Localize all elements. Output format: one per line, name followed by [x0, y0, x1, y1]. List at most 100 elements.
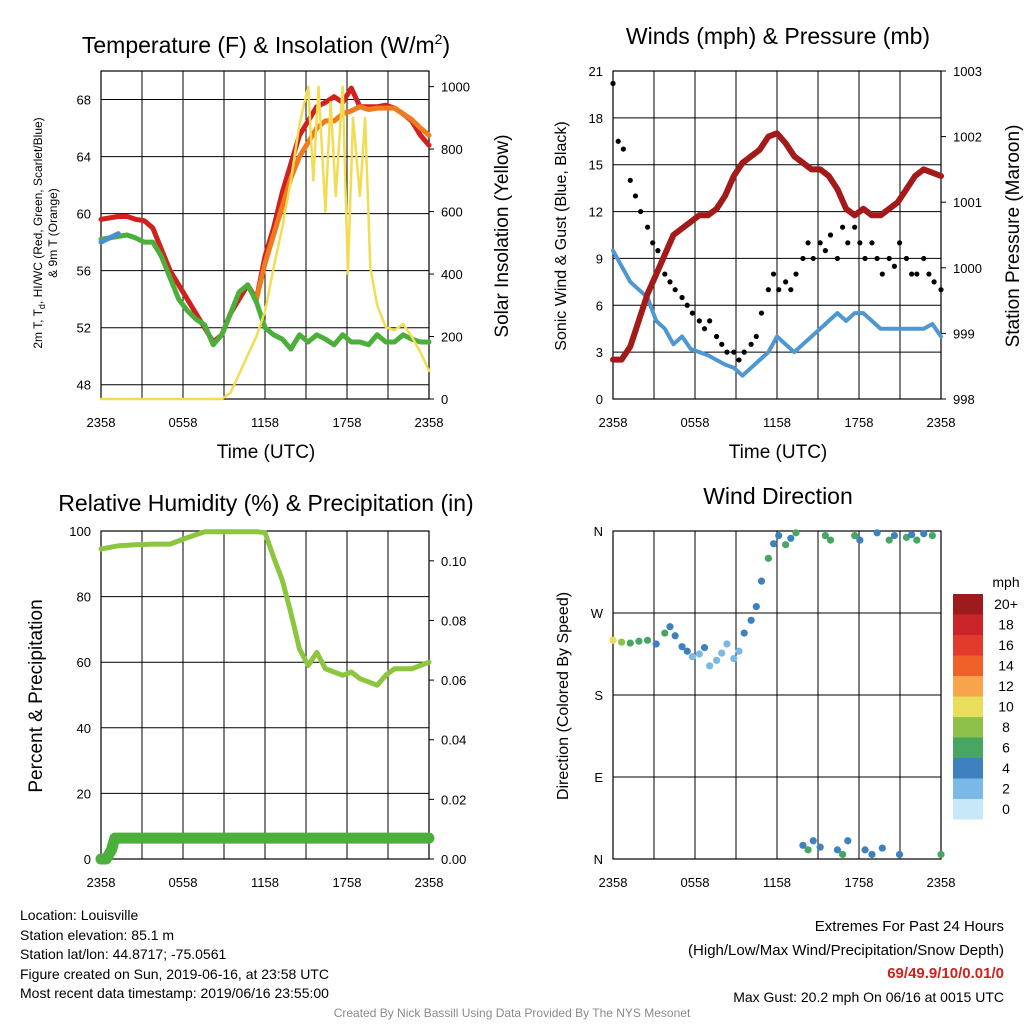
rh-y2tick: 0.00 — [441, 852, 466, 867]
gust-point — [724, 349, 730, 355]
wind-series-pressure — [610, 130, 944, 363]
gust-point — [921, 255, 927, 262]
gust-point — [662, 271, 668, 277]
wind-ytick: 9 — [596, 251, 603, 266]
wind-xlabel: Time (UTC) — [729, 442, 828, 463]
direction-point — [826, 536, 835, 544]
temp-y2tick: 400 — [441, 267, 463, 282]
rh-series-humidity — [98, 529, 432, 688]
gust-point — [805, 240, 811, 246]
temp-y2tick: 1000 — [441, 80, 470, 95]
gust-point — [909, 271, 915, 277]
gust-point — [615, 138, 621, 144]
wind-y2label: Station Pressure (Maroon) — [1003, 125, 1024, 348]
wind-ytick: 21 — [589, 64, 603, 79]
dir-xtick: 0558 — [681, 875, 710, 890]
wind-y2tick: 1003 — [953, 64, 982, 79]
direction-point — [804, 846, 812, 854]
location-text: Location: Louisville — [20, 907, 139, 923]
gust-point — [736, 357, 742, 363]
direction-point — [635, 637, 643, 645]
temp-y2tick: 0 — [441, 392, 448, 407]
legend-swatch — [953, 717, 983, 738]
dir-ytick: W — [591, 606, 604, 621]
dir-xtick: 2358 — [927, 875, 956, 890]
direction-point — [937, 850, 945, 859]
temp-series-td — [98, 232, 432, 352]
gust-point — [632, 193, 639, 199]
gust-point — [852, 224, 858, 230]
gust-point — [926, 271, 932, 277]
gust-point — [679, 294, 685, 301]
legend-swatch — [953, 635, 983, 656]
gust-point — [822, 248, 828, 254]
gust-point — [689, 310, 696, 316]
rh-y2tick: 0.02 — [441, 792, 466, 807]
wind-series-sonic — [611, 248, 943, 378]
temp-xtick: 2358 — [87, 415, 116, 430]
gust-point — [776, 287, 782, 293]
latlon-text: Station lat/lon: 44.8717; -75.0561 — [20, 946, 227, 962]
rh-xtick: 2358 — [415, 875, 444, 890]
rh-y2tick: 0.08 — [441, 613, 466, 628]
direction-point — [873, 529, 881, 537]
temp-xtick: 1758 — [333, 415, 362, 430]
gust-point — [793, 271, 799, 277]
direction-point — [661, 629, 669, 637]
wind-xtick: 2358 — [599, 415, 628, 430]
legend-title: mph — [992, 574, 1019, 590]
wind-ytick: 6 — [596, 298, 603, 313]
gust-point — [857, 240, 863, 246]
gust-point — [644, 224, 651, 230]
wind-xtick: 1758 — [845, 415, 874, 430]
rh-ytick: 40 — [77, 721, 91, 736]
direction-point — [609, 636, 617, 644]
direction-point — [683, 647, 691, 655]
gust-point — [753, 333, 759, 340]
rh-y2tick: 0.04 — [441, 733, 466, 748]
legend-swatch — [953, 655, 983, 676]
gust-point — [713, 333, 720, 340]
legend-label: 12 — [998, 678, 1014, 694]
gust-point — [874, 255, 880, 262]
direction-point — [695, 650, 703, 658]
legend-swatch — [953, 778, 983, 799]
legend-label: 18 — [998, 617, 1014, 633]
extremes-subtitle: (High/Low/Max Wind/Precipitation/Snow De… — [688, 941, 1004, 959]
rh-y2tick: 0.10 — [441, 554, 466, 569]
direction-point — [652, 640, 660, 648]
temp-ytick: 60 — [77, 207, 91, 222]
gust-point — [845, 240, 851, 246]
temp-ytick: 48 — [77, 378, 91, 393]
direction-point — [844, 837, 852, 845]
gust-point — [800, 255, 806, 262]
gust-point — [731, 349, 737, 355]
wind-ytick: 18 — [589, 111, 603, 126]
dir-ytick: S — [594, 688, 603, 703]
direction-point — [671, 632, 679, 640]
gust-point — [931, 279, 937, 285]
gust-point — [879, 271, 885, 277]
direction-point — [833, 846, 842, 854]
wind-ytick: 12 — [589, 205, 603, 220]
legend-label: 16 — [998, 637, 1014, 653]
rh-ytick: 20 — [77, 786, 91, 801]
direction-point — [764, 554, 772, 562]
temp-y2tick: 800 — [441, 142, 463, 157]
legend-label: 14 — [998, 658, 1014, 674]
legend-label: 4 — [1002, 760, 1010, 776]
wind-ylabel: Sonic Wind & Gust (Blue, Black) — [553, 121, 570, 350]
direction-point — [885, 536, 893, 544]
gust-point — [672, 287, 678, 293]
gust-point — [840, 224, 846, 230]
direction-point — [740, 629, 748, 637]
direction-point — [799, 841, 807, 849]
wind-xtick: 1158 — [763, 415, 791, 430]
direction-point — [747, 616, 755, 624]
recent-text: Most recent data timestamp: 2019/06/16 2… — [20, 985, 329, 1001]
gust-point — [620, 146, 626, 152]
wind-y2tick: 1000 — [953, 261, 982, 276]
dir-ytick: E — [594, 770, 603, 785]
direction-point — [700, 644, 709, 652]
